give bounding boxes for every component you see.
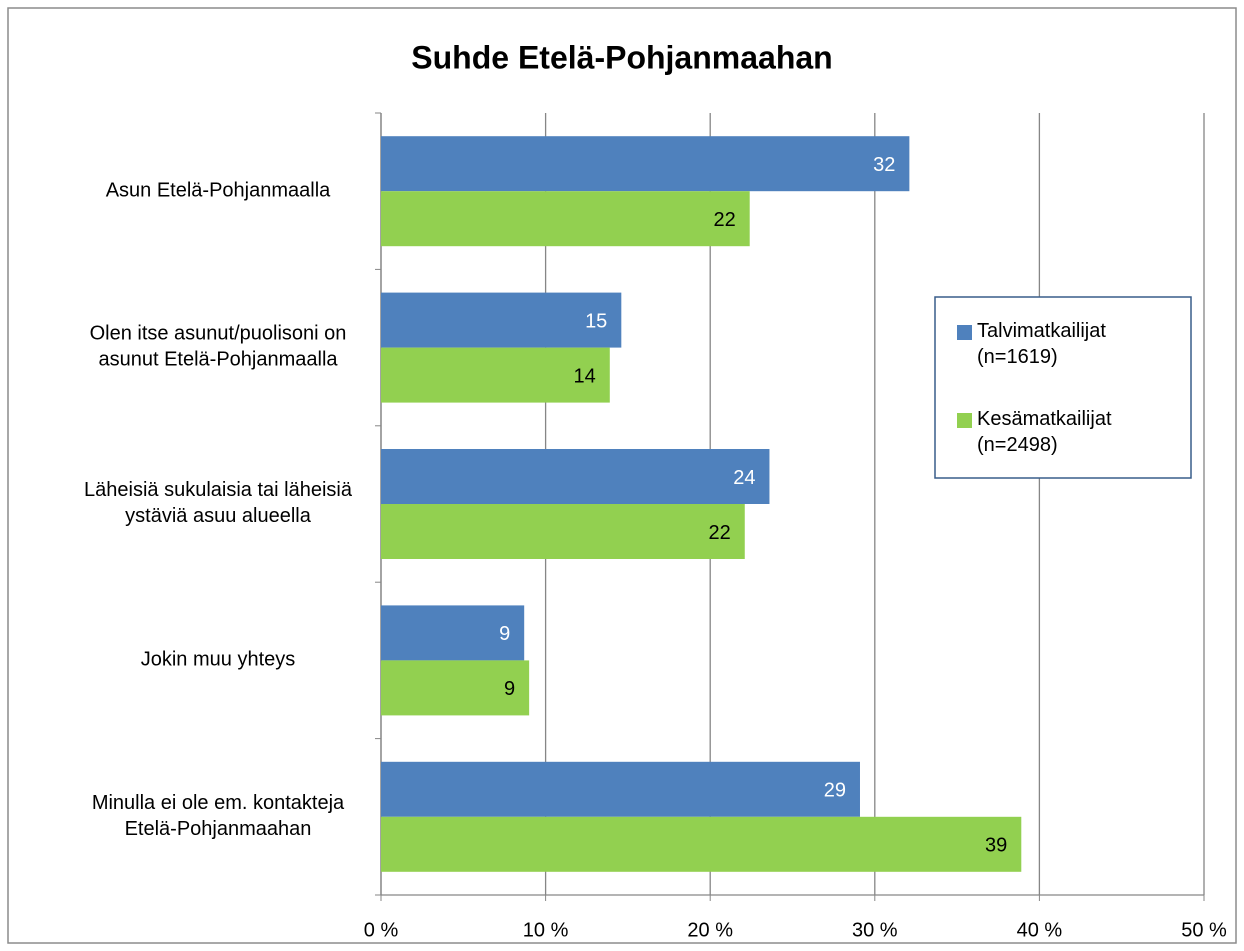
data-label: 22 <box>713 209 735 231</box>
legend-swatch <box>957 325 972 340</box>
data-label: 32 <box>873 154 895 176</box>
legend-label: Kesämatkailijat (n=2498) <box>977 408 1112 456</box>
bar <box>381 761 860 817</box>
data-label: 24 <box>733 467 755 489</box>
y-tick-label: Minulla ei ole em. kontakteja Etelä-Pohja… <box>92 792 345 840</box>
chart-title: Suhde Etelä-Pohjanmaahan <box>411 39 832 75</box>
data-label: 14 <box>574 365 596 387</box>
data-label: 9 <box>504 678 515 700</box>
data-label: 29 <box>824 780 846 802</box>
data-label: 9 <box>499 623 510 645</box>
bar <box>381 292 622 348</box>
bar <box>381 191 750 247</box>
legend-swatch <box>957 413 972 428</box>
y-tick-label: Jokin muu yhteys <box>141 649 296 671</box>
x-tick-label: 10 % <box>523 919 569 941</box>
y-tick-label: Läheisiä sukulaisia tai läheisiä ystäviä … <box>84 479 353 527</box>
bar <box>381 449 770 504</box>
bar <box>381 504 745 559</box>
x-tick-label: 20 % <box>687 919 733 941</box>
x-tick-label: 50 % <box>1181 919 1227 941</box>
bar <box>381 660 530 716</box>
data-label: 39 <box>985 835 1007 857</box>
x-tick-label: 0 % <box>364 919 399 941</box>
x-tick-label: 40 % <box>1017 919 1063 941</box>
legend-box <box>934 296 1192 479</box>
data-label: 22 <box>709 522 731 544</box>
y-tick-label: Asun Etelä-Pohjanmaalla <box>106 179 331 201</box>
y-tick-label: Olen itse asunut/puolisoni on asunut Etel… <box>90 323 347 371</box>
bar <box>381 816 1022 872</box>
x-tick-label: 30 % <box>852 919 898 941</box>
bar <box>381 136 910 192</box>
bar <box>381 605 525 661</box>
bar <box>381 347 610 403</box>
legend-label: Talvimatkailijat (n=1619) <box>977 320 1106 368</box>
data-label: 15 <box>585 310 607 332</box>
